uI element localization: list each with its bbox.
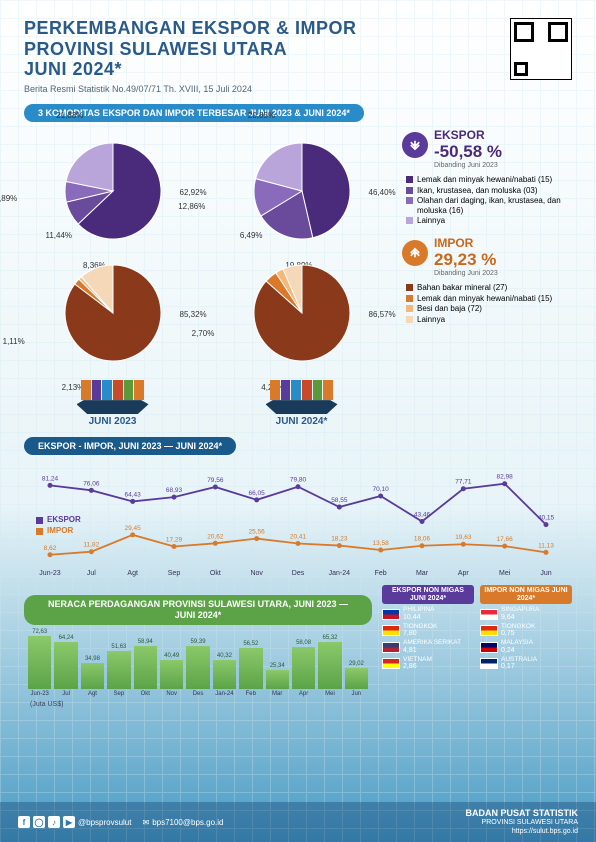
subtitle: Berita Resmi Statistik No.49/07/71 Th. X…: [24, 84, 357, 94]
svg-text:11,13: 11,13: [538, 542, 554, 549]
trade-row: PHILIPINA10,44: [382, 607, 474, 621]
stat-impor: IMPOR 29,23 % Dibanding Juni 2023 Bahan …: [402, 236, 572, 324]
trade-header-impor: IMPOR NON MIGAS JUNI 2024*: [480, 585, 572, 604]
svg-text:Agt: Agt: [127, 570, 138, 577]
tiktok-icon[interactable]: ♪: [48, 816, 60, 828]
svg-text:Jun-23: Jun-23: [39, 570, 61, 577]
stat-impor-sub: Dibanding Juni 2023: [434, 270, 572, 277]
page-title: PERKEMBANGAN EKSPOR & IMPOR PROVINSI SUL…: [24, 18, 357, 80]
svg-text:76,06: 76,06: [83, 480, 100, 487]
trade-row: TIONGKOK0,75: [480, 624, 572, 638]
svg-text:64,43: 64,43: [125, 491, 142, 498]
svg-text:19,63: 19,63: [455, 534, 472, 541]
stat-ekspor-value: -50,58 %: [434, 142, 502, 162]
svg-text:18,23: 18,23: [331, 536, 348, 543]
stat-impor-title: IMPOR: [434, 236, 496, 250]
trade-row: VIETNAM2,86: [382, 657, 474, 671]
svg-text:Sep: Sep: [168, 570, 181, 577]
bar-chart: 72,63Jun-2364,24Jul34,98Agt51,63Sep58,94…: [28, 633, 368, 697]
svg-text:20,41: 20,41: [290, 534, 307, 541]
svg-text:77,71: 77,71: [455, 479, 472, 486]
stat-ekspor-title: EKSPOR: [434, 128, 502, 142]
trade-row: AUSTRALIA0,17: [480, 657, 572, 671]
down-arrow-icon: [402, 132, 428, 158]
pie-impor-2023: 85,32%2,13%1,11%11,44%: [54, 254, 172, 372]
svg-text:82,98: 82,98: [497, 474, 514, 481]
trade-row: TIONGKOK7,80: [382, 624, 474, 638]
svg-text:17,66: 17,66: [497, 536, 514, 543]
footer-org: BADAN PUSAT STATISTIK: [466, 808, 579, 819]
svg-text:58,55: 58,55: [331, 497, 348, 504]
svg-text:Mar: Mar: [416, 570, 429, 577]
legend-swatch-impor: [36, 528, 43, 535]
legend-ekspor: Lemak dan minyak hewani/nabati (15)Ikan,…: [406, 175, 572, 226]
up-arrow-icon: [402, 240, 428, 266]
section-header-linechart: EKSPOR - IMPOR, JUNI 2023 — JUNI 2024*: [24, 437, 236, 455]
svg-text:Jan-24: Jan-24: [329, 570, 351, 577]
svg-text:43,46: 43,46: [414, 512, 431, 519]
svg-text:Jun: Jun: [540, 570, 551, 577]
pie-impor-2024: 86,57%4,24%2,70%6,49%: [243, 254, 361, 372]
stat-impor-value: 29,23 %: [434, 250, 496, 270]
ship-icon-2023: [68, 376, 158, 414]
social-handle: @bpsprovsulut: [78, 818, 131, 827]
footer-url: https://sulut.bps.go.id: [466, 828, 579, 836]
svg-text:Nov: Nov: [250, 570, 263, 577]
header: PERKEMBANGAN EKSPOR & IMPOR PROVINSI SUL…: [24, 18, 572, 94]
section-header-barchart: NERACA PERDAGANGAN PROVINSI SULAWESI UTA…: [24, 595, 372, 625]
svg-text:Jul: Jul: [87, 570, 96, 577]
youtube-icon[interactable]: ▶: [63, 816, 75, 828]
trade-row: SINGAPURA9,64: [480, 607, 572, 621]
stat-ekspor: EKSPOR -50,58 % Dibanding Juni 2023 Lema…: [402, 128, 572, 226]
footer-email: bps7100@bps.go.id: [152, 818, 223, 827]
svg-text:8,62: 8,62: [44, 545, 57, 552]
year-label-2023: JUNI 2023: [24, 416, 201, 427]
svg-text:25,56: 25,56: [249, 529, 266, 536]
qr-code[interactable]: [510, 18, 572, 80]
svg-text:17,29: 17,29: [166, 537, 183, 544]
trade-tables: EKSPOR NON MIGAS JUNI 2024* PHILIPINA10,…: [382, 585, 572, 708]
year-label-2024: JUNI 2024*: [213, 416, 390, 427]
svg-text:29,45: 29,45: [125, 525, 142, 532]
svg-text:Okt: Okt: [210, 570, 221, 577]
bar-chart-unit: (Juta US$): [30, 701, 372, 708]
svg-text:Apr: Apr: [458, 570, 470, 577]
svg-text:13,58: 13,58: [373, 540, 390, 547]
svg-text:79,80: 79,80: [290, 477, 307, 484]
pie-charts-row: 62,92%8,36%6,89%21,83% 85,32%2,13%1,11%1…: [24, 128, 572, 427]
svg-text:11,82: 11,82: [83, 542, 99, 549]
line-chart: 81,24 76,06 64,43 68,93 79,56 66,05 79,80 58,55…: [28, 467, 568, 577]
legend-impor: Bahan bakar mineral (27)Lemak dan minyak…: [406, 283, 572, 324]
trade-header-ekspor: EKSPOR NON MIGAS JUNI 2024*: [382, 585, 474, 604]
ship-icon-2024: [257, 376, 347, 414]
svg-text:70,10: 70,10: [373, 486, 390, 493]
svg-text:81,24: 81,24: [42, 475, 59, 482]
social-links[interactable]: f ◯ ♪ ▶ @bpsprovsulut ✉ bps7100@bps.go.i…: [18, 816, 223, 828]
line-chart-legend: EKSPOR IMPOR: [36, 515, 81, 537]
svg-text:Des: Des: [292, 570, 305, 577]
facebook-icon[interactable]: f: [18, 816, 30, 828]
svg-text:66,05: 66,05: [249, 490, 266, 497]
svg-text:79,56: 79,56: [207, 477, 224, 484]
svg-text:40,15: 40,15: [538, 515, 555, 522]
trade-row: MALAYSIA0,24: [480, 640, 572, 654]
trade-row: AMERIKA SERIKAT4,81: [382, 640, 474, 654]
footer: f ◯ ♪ ▶ @bpsprovsulut ✉ bps7100@bps.go.i…: [0, 802, 596, 842]
instagram-icon[interactable]: ◯: [33, 816, 45, 828]
legend-swatch-ekspor: [36, 517, 43, 524]
svg-text:68,93: 68,93: [166, 487, 183, 494]
svg-text:Feb: Feb: [375, 570, 387, 577]
footer-org2: PROVINSI SULAWESI UTARA: [466, 819, 579, 827]
stat-ekspor-sub: Dibanding Juni 2023: [434, 162, 572, 169]
svg-text:20,62: 20,62: [207, 533, 224, 540]
svg-text:Mei: Mei: [499, 570, 511, 577]
svg-text:18,06: 18,06: [414, 536, 431, 543]
